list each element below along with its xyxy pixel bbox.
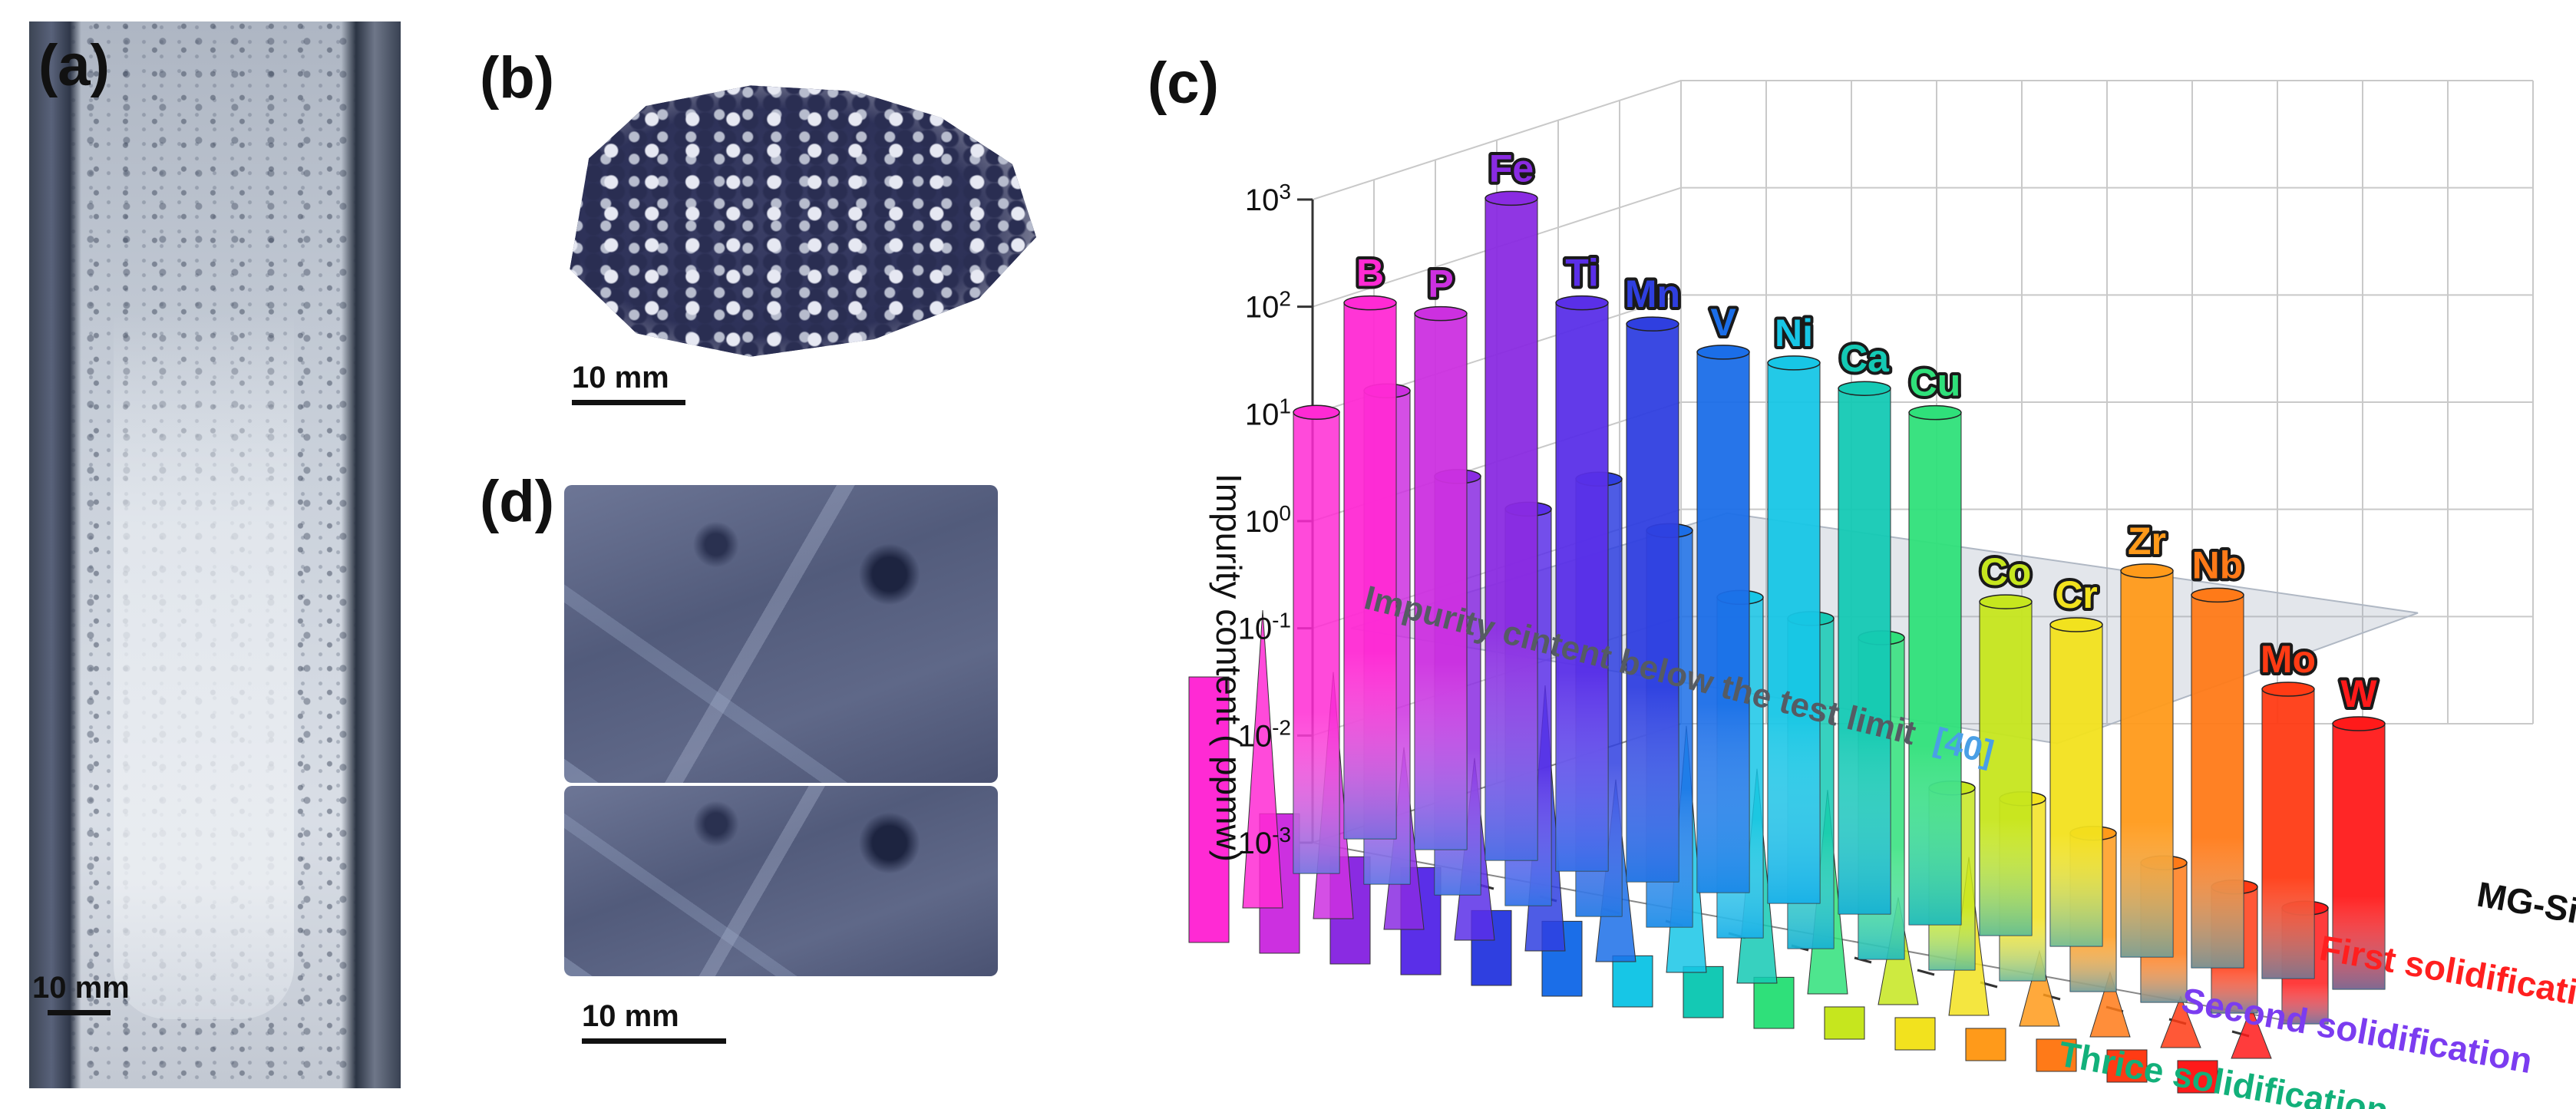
y-tick-exponent: 1 xyxy=(1279,394,1291,418)
bar-mo-s0 xyxy=(2261,682,2315,979)
bar-b-s3 xyxy=(1188,676,1230,943)
category-label: W xyxy=(2340,672,2377,715)
bar-ca-s0 xyxy=(1838,381,1891,915)
panel-label-b: (b) xyxy=(480,45,555,111)
y-tick-exponent: -3 xyxy=(1272,823,1291,847)
category-label: Ca xyxy=(1840,337,1890,380)
y-tick-exponent: 3 xyxy=(1279,180,1291,203)
category-label: Mn xyxy=(1625,272,1680,315)
bar-b-s2 xyxy=(1242,609,1283,909)
bar-v-s0 xyxy=(1696,345,1750,893)
scale-label-a: 10 mm xyxy=(32,971,130,1005)
category-label: B xyxy=(1356,252,1384,295)
y-axis-label: Impurity content ( ppmw) xyxy=(1209,474,1249,862)
bar-mn-s0 xyxy=(1626,316,1679,883)
bar-co-s0 xyxy=(1979,594,2033,936)
bar-nb-s3 xyxy=(2036,1038,2077,1072)
bar-nb-s2 xyxy=(2089,971,2131,1038)
category-label: Fe xyxy=(1489,147,1534,190)
scale-line-b xyxy=(572,400,685,405)
y-tick-label: 101 xyxy=(1245,394,1291,432)
bar-w-s2 xyxy=(2231,1005,2272,1059)
scale-label-b: 10 mm xyxy=(572,361,669,394)
block-upper xyxy=(564,485,998,783)
y-tick-exponent: -2 xyxy=(1272,715,1291,739)
y-tick-label: 10-2 xyxy=(1238,715,1291,754)
y-tick-exponent: 0 xyxy=(1279,501,1291,525)
y-tick-label: 100 xyxy=(1245,501,1291,540)
bar-fe-s0 xyxy=(1485,190,1538,861)
silicon-chips-photo xyxy=(560,77,1036,368)
bar-zr-s0 xyxy=(2120,563,2174,958)
bar-w-s3 xyxy=(2177,1060,2218,1094)
scale-line-d xyxy=(582,1038,726,1044)
series-label: First solidification xyxy=(2317,928,2576,1020)
bar-ca-s3 xyxy=(1683,965,1724,1018)
panel-label-c: (c) xyxy=(1148,51,1219,116)
y-tick-base: 10 xyxy=(1245,183,1280,217)
y-tick-base: 10 xyxy=(1238,827,1273,860)
bar-b-s0 xyxy=(1343,295,1397,840)
series-label: MG-Si xyxy=(2474,874,2576,931)
bar-ni-s3 xyxy=(1612,955,1653,1008)
category-label: Nb xyxy=(2192,543,2244,586)
y-tick-base: 10 xyxy=(1245,505,1280,539)
category-label: Cr xyxy=(2055,573,2098,616)
y-tick-label: 102 xyxy=(1245,286,1291,325)
y-tick-label: 10-1 xyxy=(1238,608,1291,646)
bar-ni-s0 xyxy=(1767,355,1821,904)
y-tick-base: 10 xyxy=(1238,719,1273,753)
scale-bar-a: 10 mm xyxy=(32,971,130,1015)
category-label: P xyxy=(1428,262,1453,305)
y-tick-label: 10-3 xyxy=(1238,823,1291,861)
y-tick-exponent: -1 xyxy=(1272,608,1291,632)
bar-zr-s2 xyxy=(2019,949,2060,1027)
category-label: Co xyxy=(1980,550,2032,593)
block-lower xyxy=(564,786,998,976)
bar-cu-s0 xyxy=(1908,404,1962,926)
cast-block-photo xyxy=(564,485,998,976)
category-label: Mo xyxy=(2261,638,2316,681)
bar-cr-s0 xyxy=(2049,617,2103,947)
y-tick-exponent: 2 xyxy=(1279,286,1291,310)
bar-mo-s2 xyxy=(2160,995,2201,1048)
bar-nb-s0 xyxy=(2191,587,2244,969)
chart-marks xyxy=(1188,190,2386,1094)
y-tick-base: 10 xyxy=(1245,398,1280,431)
bar-b-s1 xyxy=(1293,404,1340,874)
scale-bar-d: 10 mm xyxy=(582,999,726,1044)
scale-bar-b: 10 mm xyxy=(572,361,685,405)
category-label: Zr xyxy=(2128,520,2166,563)
bar-zr-s3 xyxy=(1965,1028,2006,1061)
bar-w-s0 xyxy=(2332,716,2386,990)
bar-co-s3 xyxy=(1824,1006,1865,1040)
category-label: Ni xyxy=(1775,312,1813,355)
ingot-photo xyxy=(29,21,401,1088)
bar-cr-s3 xyxy=(1894,1017,1936,1051)
category-label: Cu xyxy=(1910,361,1961,404)
scale-label-d: 10 mm xyxy=(582,999,679,1033)
y-tick-label: 103 xyxy=(1245,180,1291,218)
panel-label-a: (a) xyxy=(38,33,110,98)
bar-mo-s3 xyxy=(2106,1049,2148,1083)
y-tick-base: 10 xyxy=(1238,612,1273,646)
category-label: Ti xyxy=(1565,252,1599,295)
bar-cu-s3 xyxy=(1753,976,1795,1029)
panel-label-d: (d) xyxy=(480,469,555,534)
y-tick-base: 10 xyxy=(1245,291,1280,325)
category-label: V xyxy=(1710,301,1736,344)
bar-p-s0 xyxy=(1414,305,1468,850)
bar-ti-s0 xyxy=(1555,295,1609,872)
scale-line-a xyxy=(48,1010,111,1015)
